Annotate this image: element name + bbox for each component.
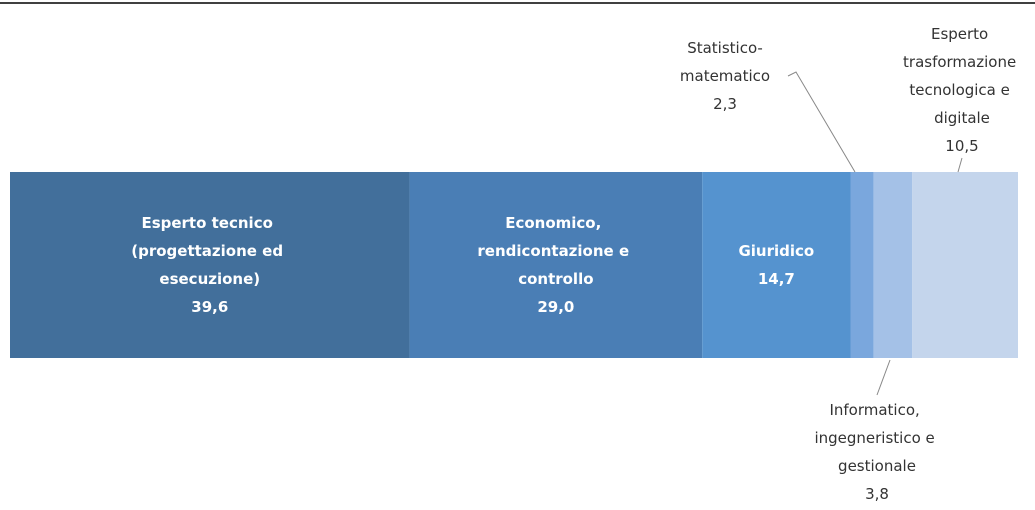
segment-label-line: rendicontazione e bbox=[477, 242, 634, 260]
segment-label-line: ingegneristico e bbox=[814, 429, 939, 447]
segment-label-line: Esperto tecnico bbox=[141, 214, 278, 232]
segment-label-line: Informatico, bbox=[829, 401, 924, 419]
segment-label-line: gestionale bbox=[838, 457, 916, 475]
segment-label-line: 2,3 bbox=[713, 95, 737, 113]
segment-label-line: 10,5 bbox=[945, 137, 978, 155]
segment-label-line: controllo bbox=[518, 270, 593, 288]
segment-label: 10,5 bbox=[945, 137, 978, 155]
segment-label-line: Giuridico bbox=[738, 242, 814, 260]
segment-label-line: tecnologica e bbox=[909, 81, 1014, 99]
bar-segment bbox=[10, 172, 410, 358]
bar-segment bbox=[702, 172, 851, 358]
segment-label: Giuridico bbox=[738, 242, 814, 260]
segment-label-line: trasformazione bbox=[903, 53, 1021, 71]
segment-label-line: Statistico- bbox=[687, 39, 763, 57]
segment-label-line: esecuzione) bbox=[159, 270, 260, 288]
leader-line bbox=[787, 71, 856, 173]
segment-label: 3,8 bbox=[865, 485, 889, 503]
segment-label-line: 14,7 bbox=[758, 270, 795, 288]
segment-label: Economico, rendicontazione e controllo bbox=[477, 214, 634, 288]
segment-label-line: Economico, bbox=[505, 214, 606, 232]
bar-segment bbox=[912, 172, 1018, 358]
segment-label: Statistico-matematico bbox=[680, 39, 770, 85]
segment-label-line: (progettazione ed bbox=[131, 242, 288, 260]
leader-line bbox=[876, 359, 891, 396]
bar-segment bbox=[409, 172, 703, 358]
segment-label: 39,6 bbox=[191, 298, 228, 316]
segment-label-line: 3,8 bbox=[865, 485, 889, 503]
leader-line bbox=[957, 157, 963, 173]
bar-segment bbox=[873, 172, 913, 358]
bar-segment bbox=[850, 172, 874, 358]
segment-label: Esperto trasformazione tecnologica e dig… bbox=[903, 25, 1021, 127]
segment-label-line: matematico bbox=[680, 67, 770, 85]
segment-label-line: Esperto bbox=[931, 25, 993, 43]
segment-label: 29,0 bbox=[537, 298, 574, 316]
segment-label-line: 29,0 bbox=[537, 298, 574, 316]
segment-label: Esperto tecnico (progettazione ed esecuz… bbox=[131, 214, 288, 288]
segment-label-line: digitale bbox=[934, 109, 990, 127]
segment-label-line: 39,6 bbox=[191, 298, 228, 316]
segment-label: 2,3 bbox=[713, 95, 737, 113]
segment-label: Informatico, ingegneristico e gestionale bbox=[814, 401, 939, 475]
segment-label: 14,7 bbox=[758, 270, 795, 288]
